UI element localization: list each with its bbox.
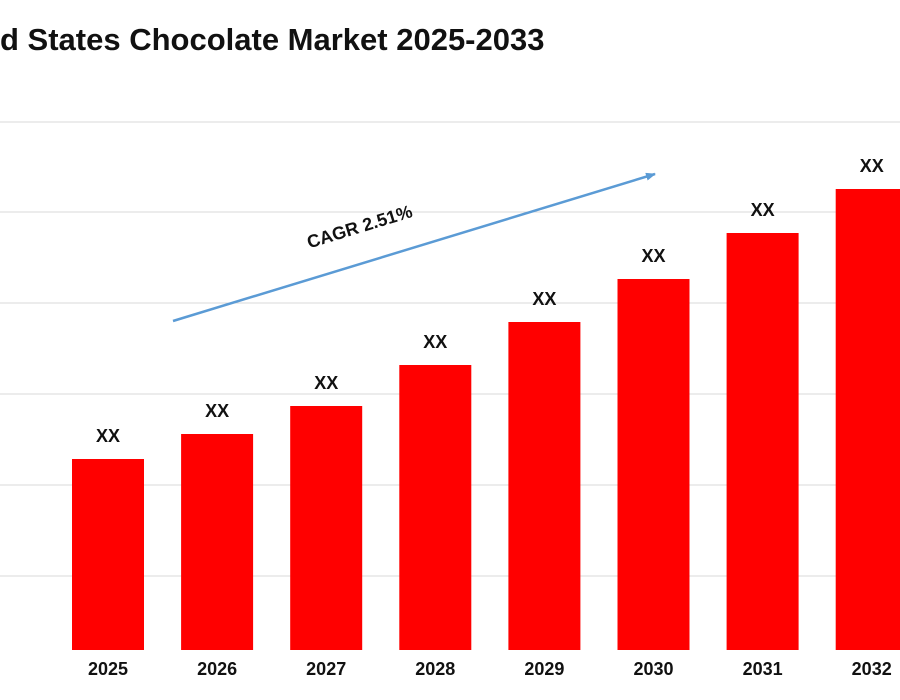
value-label: XX — [751, 200, 775, 220]
value-label: XX — [641, 246, 665, 266]
x-tick-label: 2030 — [633, 659, 673, 679]
x-tick-label: 2025 — [88, 659, 128, 679]
x-tick-label: 2031 — [743, 659, 783, 679]
bar — [290, 406, 363, 650]
bar — [726, 233, 799, 650]
value-label: XX — [423, 332, 447, 352]
x-tick-label: 2028 — [415, 659, 455, 679]
bar — [617, 279, 690, 650]
x-tick-label: 2027 — [306, 659, 346, 679]
value-label: XX — [314, 373, 338, 393]
value-label: XX — [860, 156, 884, 176]
value-label: XX — [96, 426, 120, 446]
bar — [835, 189, 900, 650]
bar — [399, 365, 472, 650]
x-tick-label: 2026 — [197, 659, 237, 679]
x-tick-label: 2032 — [852, 659, 892, 679]
bar — [508, 322, 581, 650]
cagr-arrow — [172, 172, 656, 323]
value-label: XX — [532, 289, 556, 309]
bar — [181, 434, 254, 650]
bar — [72, 459, 144, 650]
x-tick-label: 2029 — [524, 659, 564, 679]
chart-title: d States Chocolate Market 2025-2033 — [0, 22, 544, 57]
value-label: XX — [205, 401, 229, 421]
